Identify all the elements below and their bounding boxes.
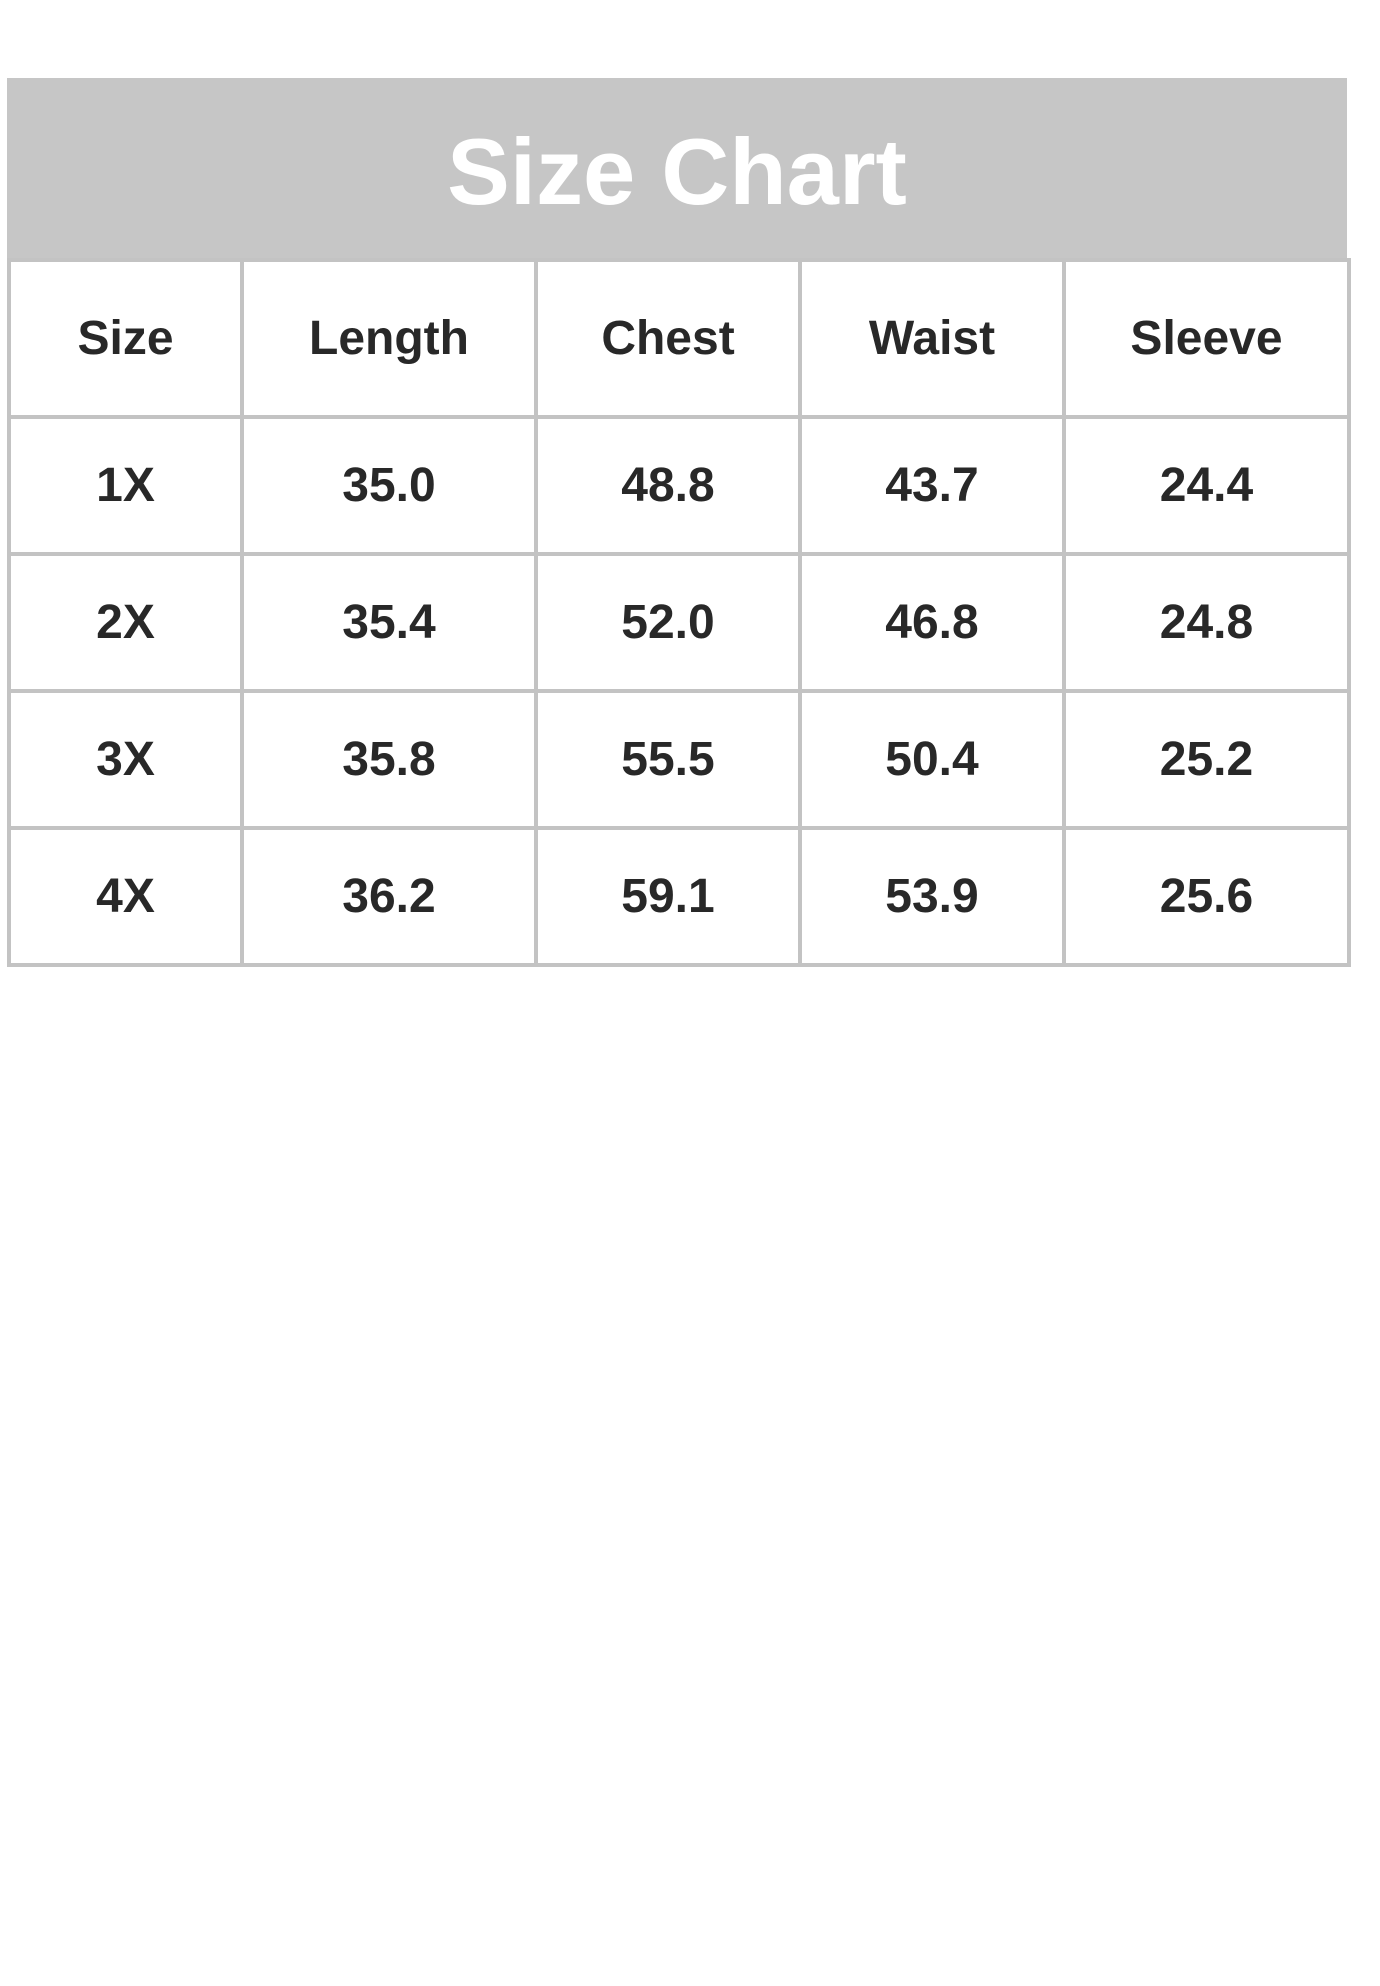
column-header-size: Size: [7, 258, 244, 419]
sleeve-cell: 25.2: [1062, 689, 1351, 830]
sleeve-cell: 24.4: [1062, 415, 1351, 556]
size-cell: 3X: [7, 689, 244, 830]
waist-cell: 53.9: [798, 826, 1066, 967]
size-cell: 4X: [7, 826, 244, 967]
chest-cell: 48.8: [534, 415, 802, 556]
table-row-4x: 4X 36.2 59.1 53.9 25.6: [7, 826, 1351, 967]
waist-cell: 43.7: [798, 415, 1066, 556]
column-header-sleeve: Sleeve: [1062, 258, 1351, 419]
column-header-length: Length: [240, 258, 538, 419]
column-header-waist: Waist: [798, 258, 1066, 419]
size-cell: 2X: [7, 552, 244, 693]
size-chart-panel: Size Chart Size Length Chest Waist Sleev…: [7, 78, 1351, 967]
table-row-1x: 1X 35.0 48.8 43.7 24.4: [7, 415, 1351, 556]
size-cell: 1X: [7, 415, 244, 556]
size-chart-title: Size Chart: [447, 119, 907, 224]
chest-cell: 55.5: [534, 689, 802, 830]
waist-cell: 50.4: [798, 689, 1066, 830]
chest-cell: 59.1: [534, 826, 802, 967]
length-cell: 35.4: [240, 552, 538, 693]
chest-cell: 52.0: [534, 552, 802, 693]
sleeve-cell: 25.6: [1062, 826, 1351, 967]
size-chart-banner: Size Chart: [7, 78, 1347, 258]
column-header-chest: Chest: [534, 258, 802, 419]
table-row-3x: 3X 35.8 55.5 50.4 25.2: [7, 689, 1351, 830]
length-cell: 35.8: [240, 689, 538, 830]
length-cell: 35.0: [240, 415, 538, 556]
table-row-2x: 2X 35.4 52.0 46.8 24.8: [7, 552, 1351, 693]
sleeve-cell: 24.8: [1062, 552, 1351, 693]
waist-cell: 46.8: [798, 552, 1066, 693]
header-row: Size Length Chest Waist Sleeve: [7, 258, 1351, 419]
length-cell: 36.2: [240, 826, 538, 967]
size-chart-table: Size Length Chest Waist Sleeve 1X 35.0 4…: [7, 258, 1351, 967]
